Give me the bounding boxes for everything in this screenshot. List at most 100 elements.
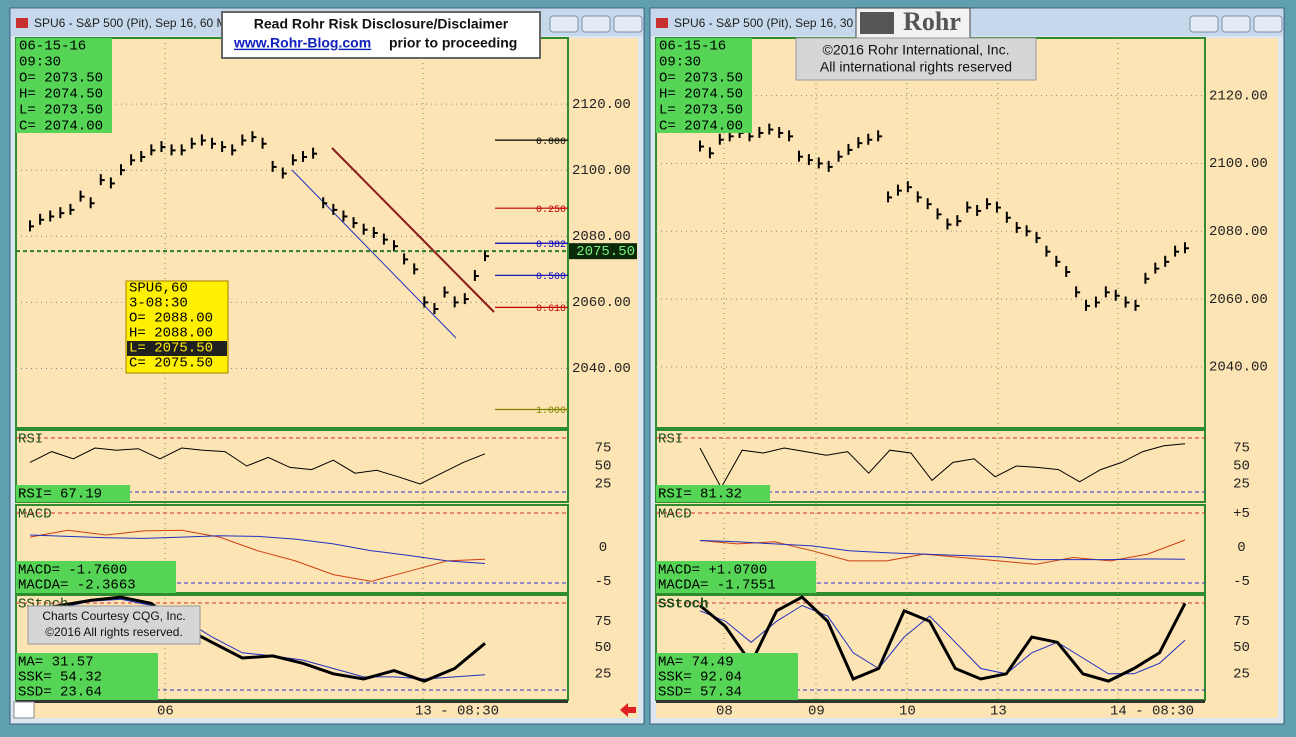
window-max-button[interactable] — [581, 15, 611, 33]
info-line: 09:30 — [19, 55, 61, 71]
price-bar — [867, 133, 873, 145]
price-bar — [1134, 299, 1140, 311]
fib-label: 0.000 — [536, 137, 566, 148]
price-bar — [241, 134, 247, 146]
readout-line: SSD= 57.34 — [658, 685, 742, 701]
price-bar — [1164, 255, 1170, 267]
window-min-button[interactable] — [549, 15, 579, 33]
price-bar — [342, 210, 348, 222]
readout-line: RSI= 81.32 — [658, 487, 742, 503]
window-icon — [16, 18, 28, 28]
y-tick-label: 25 — [1233, 666, 1250, 682]
price-bar — [1005, 211, 1011, 223]
price-bar — [1114, 289, 1120, 301]
price-bar — [768, 123, 774, 135]
price-bar — [699, 140, 704, 152]
price-bar — [986, 198, 992, 210]
readout-box — [656, 561, 816, 593]
price-bar — [708, 147, 714, 159]
price-bar — [827, 160, 833, 172]
info-line: O= 2073.50 — [659, 71, 743, 87]
price-bar — [847, 143, 853, 155]
price-bar — [261, 137, 267, 149]
window-max-button[interactable] — [1221, 15, 1251, 33]
panel-label: RSI — [658, 432, 683, 448]
fib-label: 1.000 — [536, 406, 566, 417]
price-bar — [109, 177, 115, 189]
window-icon — [656, 18, 668, 28]
window-min-button[interactable] — [1189, 15, 1219, 33]
y-tick-label: 25 — [1233, 477, 1250, 493]
price-bar — [946, 218, 952, 230]
y-tick-label: 2100.00 — [1209, 156, 1268, 172]
price-bar — [382, 233, 388, 245]
price-bar — [936, 208, 942, 220]
macd-line — [699, 540, 1186, 561]
y-tick-label: 2080.00 — [1209, 224, 1268, 240]
x-tick-label: 06 — [157, 704, 174, 720]
panel-border — [655, 429, 1206, 503]
trend-line — [331, 147, 495, 313]
y-tick-label: 2120.00 — [572, 97, 631, 113]
x-tick-label: 09 — [808, 704, 825, 720]
price-bar — [332, 203, 338, 215]
price-bar — [966, 201, 972, 213]
price-bar — [896, 184, 902, 196]
scroll-arrow[interactable] — [620, 703, 636, 717]
price-bar — [150, 144, 156, 156]
time-axis — [16, 700, 568, 703]
y-tick-label: 0 — [1237, 540, 1245, 556]
price-bar — [718, 133, 724, 145]
fib-label: 0.618 — [536, 304, 566, 315]
price-bar — [443, 286, 449, 298]
fib-label: 0.382 — [536, 240, 566, 251]
y-tick-label: +5 — [1233, 506, 1250, 522]
rsi-line — [29, 447, 486, 485]
price-bar — [857, 137, 863, 149]
rsi-line — [699, 443, 1186, 489]
y-tick-label: 2040.00 — [1209, 360, 1268, 376]
price-bar — [312, 147, 318, 159]
price-bar — [1045, 245, 1051, 257]
disclaimer-link[interactable]: www.Rohr-Blog.com — [233, 35, 371, 51]
price-bar — [433, 303, 439, 315]
price-bar — [89, 197, 95, 209]
y-tick-label: 2040.00 — [572, 361, 631, 377]
info-line: O= 2073.50 — [19, 71, 103, 87]
price-bar — [906, 181, 912, 193]
courtesy-box — [27, 605, 201, 645]
price-bar — [170, 144, 176, 156]
readout-line: MACDA= -1.7551 — [658, 578, 776, 594]
price-bar — [39, 213, 45, 225]
macd-line — [29, 534, 486, 564]
info-line: L= 2073.50 — [19, 103, 103, 119]
chart-background — [16, 38, 638, 718]
price-bar — [877, 130, 883, 142]
y-tick-label: 75 — [595, 441, 612, 457]
macd-line — [699, 539, 1186, 565]
tooltip-line: C= 2075.50 — [129, 356, 213, 372]
price-bar — [1174, 245, 1180, 257]
info-box — [656, 38, 752, 133]
y-tick-label: 50 — [595, 640, 612, 656]
info-line: 06-15-16 — [659, 39, 726, 55]
price-bar — [160, 141, 166, 153]
window-close-button[interactable] — [613, 15, 643, 33]
price-bar — [423, 296, 429, 308]
price-bar — [976, 204, 982, 216]
price-bar — [887, 191, 893, 203]
price-bar — [190, 137, 196, 149]
price-bar — [807, 154, 813, 166]
price-bar — [211, 137, 216, 149]
readout-line: MACD= +1.0700 — [658, 563, 767, 579]
y-tick-label: -5 — [595, 574, 612, 590]
price-bar — [473, 269, 479, 281]
window-close-button[interactable] — [1253, 15, 1283, 33]
price-bar — [758, 126, 764, 138]
panel-border — [15, 504, 569, 594]
sstoch-line — [29, 595, 486, 683]
price-bar — [463, 293, 469, 305]
macd-line — [29, 529, 486, 582]
tooltip-box — [125, 280, 229, 374]
price-bar — [29, 220, 34, 232]
